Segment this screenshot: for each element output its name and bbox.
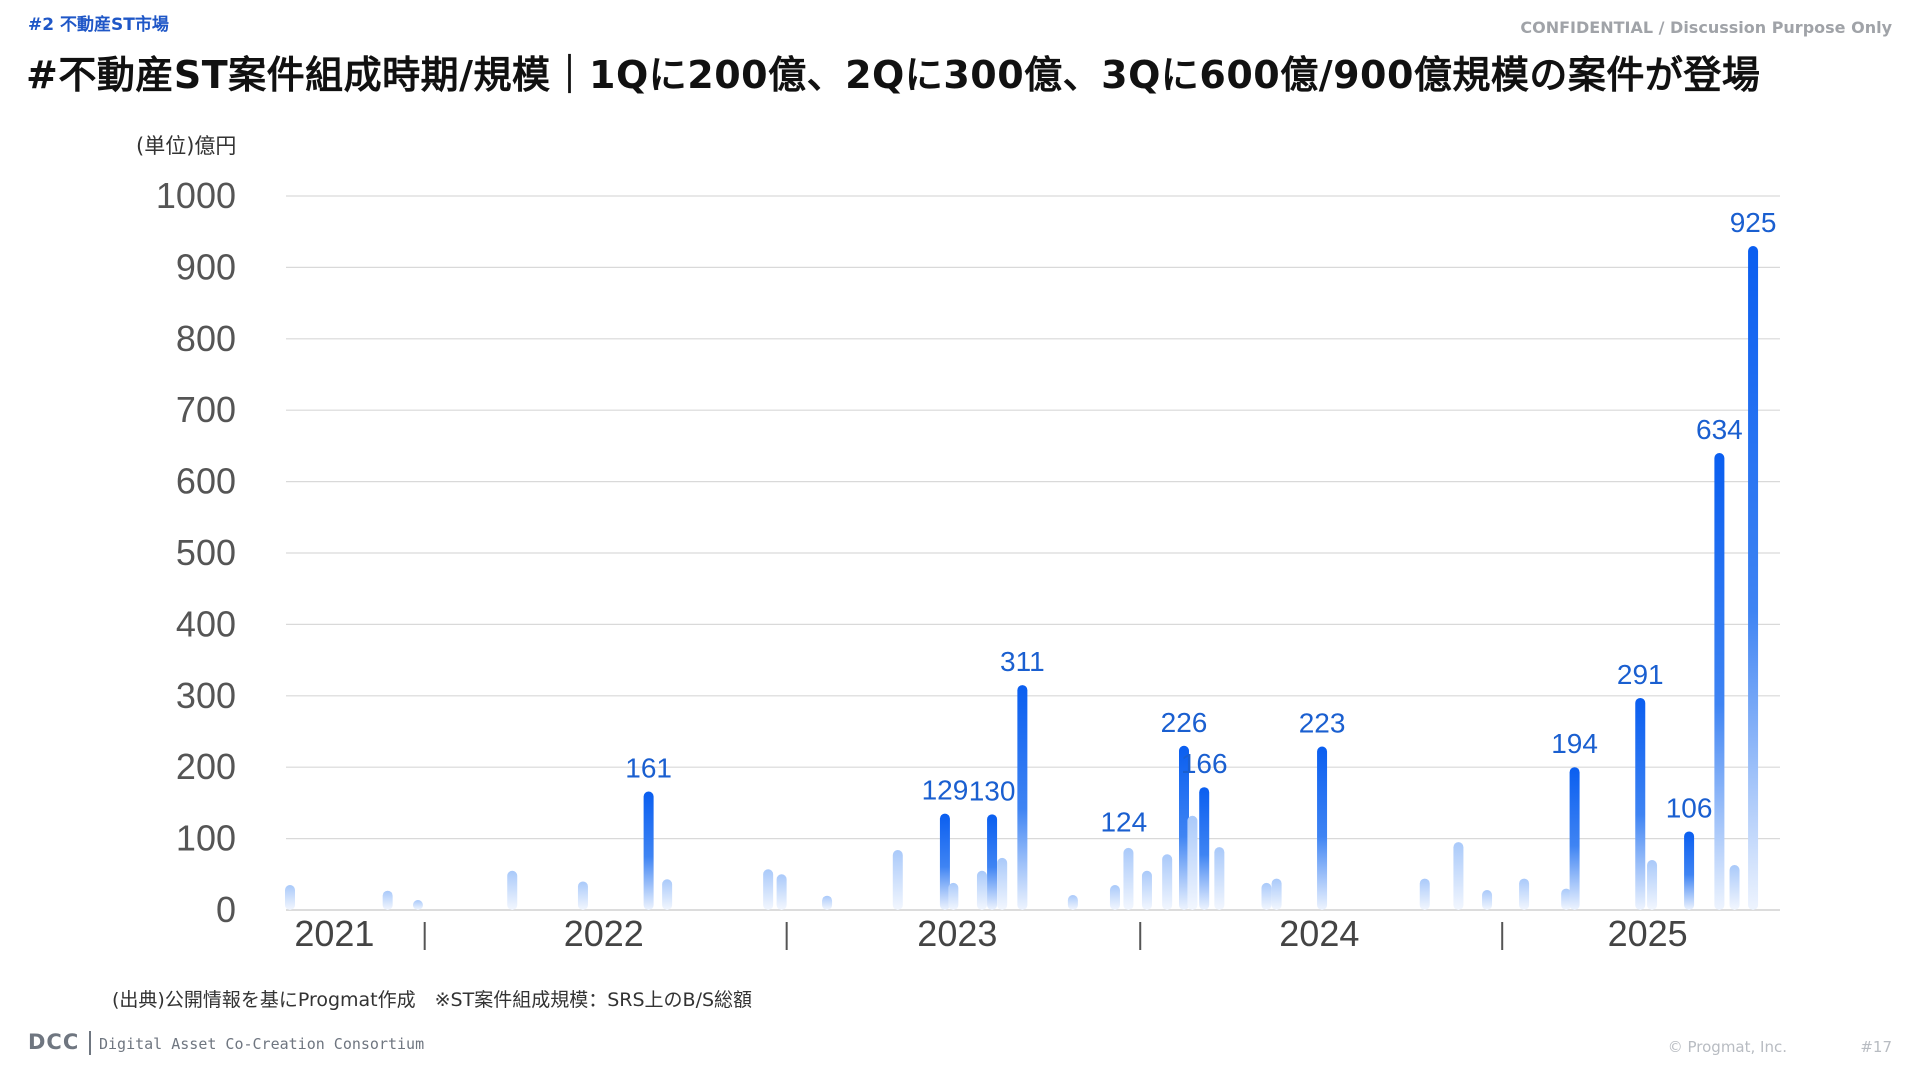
year-axis: 2021 2022 2023 2024 2025 (294, 913, 1687, 954)
slide-title: #不動産ST案件組成時期/規模｜1Qに200億、2Qに300億、3Qに600億/… (26, 53, 1761, 97)
bar (1519, 878, 1530, 910)
bar (1482, 890, 1493, 910)
bar (997, 857, 1008, 910)
bar-value-label: 194 (1551, 728, 1598, 759)
bar-highlight (987, 814, 998, 910)
bar (976, 870, 987, 910)
bar-value-label: 634 (1696, 414, 1743, 445)
y-tick-label: 800 (176, 318, 236, 359)
bar-value-label: 291 (1617, 659, 1664, 690)
year-label: 2022 (564, 913, 644, 954)
y-tick-label: 400 (176, 603, 236, 644)
bar (1561, 888, 1572, 910)
y-axis-ticks: 0 100 200 300 400 500 600 700 800 900 1000 (156, 175, 236, 930)
bar (1141, 870, 1152, 910)
bar-value-label: 311 (1000, 646, 1045, 677)
logo-divider (89, 1031, 91, 1055)
copyright: © Progmat, Inc. (1667, 1038, 1787, 1056)
bar-value-label: 130 (969, 775, 1016, 806)
bar-value-label: 106 (1666, 792, 1713, 823)
y-tick-label: 600 (176, 461, 236, 502)
dcc-logo: DCC (28, 1030, 80, 1054)
y-tick-label: 0 (216, 889, 236, 930)
bar (1419, 878, 1430, 910)
bar-value-label: 166 (1181, 748, 1228, 779)
y-tick-label: 200 (176, 746, 236, 787)
bar (1162, 854, 1173, 910)
bar (507, 870, 518, 910)
grid-lines (286, 195, 1780, 911)
bar (412, 900, 423, 910)
bar (577, 881, 588, 910)
bar (948, 882, 959, 910)
bar (892, 850, 903, 910)
bar (1214, 847, 1225, 910)
value-labels: 161 129 130 311 226 166 223 194 291 106 634 925 124 (625, 207, 1776, 837)
y-tick-label: 500 (176, 532, 236, 573)
bar-value-label: 223 (1299, 707, 1346, 738)
year-label: 2024 (1279, 913, 1359, 954)
consortium-name: Digital Asset Co-Creation Consortium (99, 1035, 425, 1053)
year-label: 2021 (294, 913, 374, 954)
bar-value-label: 161 (625, 752, 672, 783)
bar (382, 890, 393, 910)
section-tag: #2 不動産ST市場 (28, 15, 169, 35)
source-note: (出典)公開情報を基にProgmat作成 ※ST案件組成規模：SRS上のB/S総… (112, 989, 753, 1011)
year-label: 2023 (917, 913, 997, 954)
y-tick-label: 300 (176, 675, 236, 716)
bar (1187, 815, 1198, 910)
page-number: #17 (1860, 1038, 1892, 1056)
bar (1123, 847, 1134, 910)
bar (763, 869, 774, 910)
bar-value-label: 925 (1730, 207, 1777, 238)
bar-value-label: 226 (1161, 707, 1208, 738)
bar (1729, 865, 1740, 910)
bar-highlight (1569, 767, 1580, 910)
bar (1647, 860, 1658, 910)
bar-highlight (1179, 745, 1189, 910)
bar (776, 874, 787, 910)
bar-highlight (643, 791, 654, 910)
bar (1109, 885, 1120, 910)
bar (822, 895, 833, 910)
bar (662, 879, 673, 910)
y-tick-label: 100 (176, 818, 236, 859)
bar-highlight (1317, 746, 1328, 910)
confidential-notice: CONFIDENTIAL / Discussion Purpose Only (1520, 18, 1892, 37)
bar (1067, 895, 1078, 910)
y-tick-label: 1000 (156, 175, 236, 216)
bar-value-label: 124 (1100, 806, 1147, 837)
year-label: 2025 (1608, 913, 1688, 954)
y-tick-label: 900 (176, 246, 236, 287)
bar-value-label: 129 (922, 775, 969, 806)
bar-highlight (1714, 453, 1725, 910)
bar-highlight (1748, 245, 1759, 911)
y-tick-label: 700 (176, 389, 236, 430)
bar (1453, 842, 1464, 910)
bar (285, 885, 295, 910)
bar (1271, 878, 1282, 910)
bars (285, 245, 1759, 911)
y-axis-unit-label: (単位)億円 (136, 134, 237, 158)
bar-highlight (1635, 697, 1646, 910)
bar-highlight (1684, 831, 1695, 910)
bar-highlight (939, 813, 950, 910)
bar-highlight (1017, 685, 1028, 910)
bar-highlight (1199, 787, 1210, 910)
bar (1261, 882, 1272, 910)
